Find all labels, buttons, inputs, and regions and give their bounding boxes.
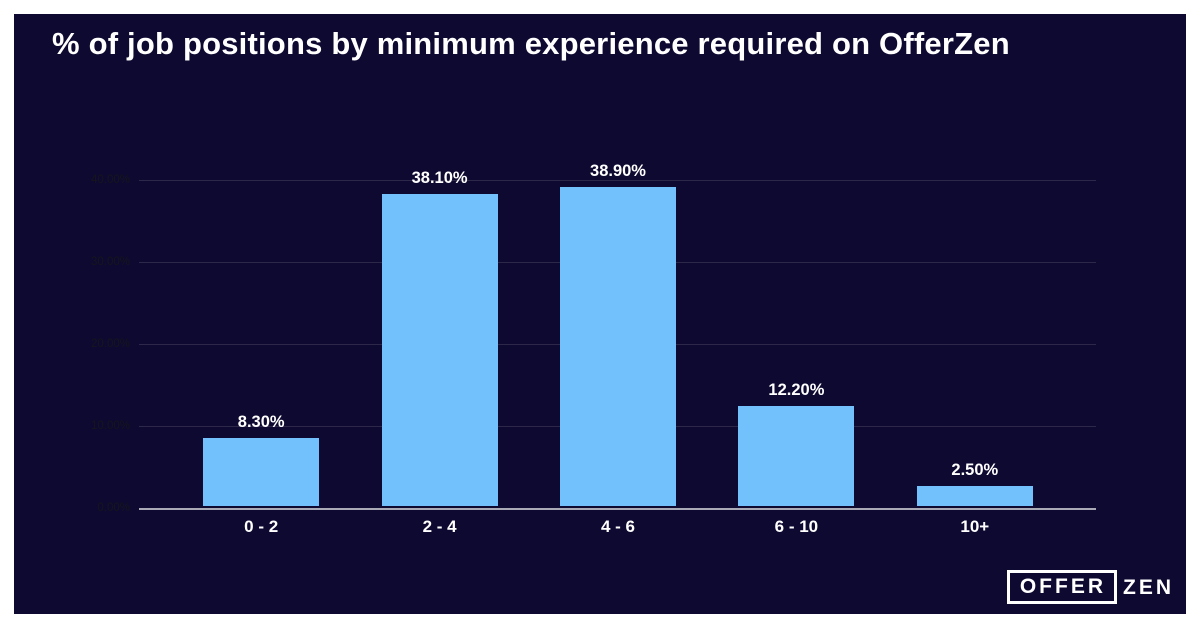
x-axis-category-label: 10+ (960, 517, 990, 536)
bar-value-label: 12.20% (768, 380, 825, 399)
x-axis-category-label: 4 - 6 (600, 517, 636, 536)
offerzen-logo: OFFER ZEN (1006, 570, 1174, 604)
chart-card: % of job positions by minimum experience… (14, 14, 1186, 614)
x-axis-category-label: 6 - 10 (774, 517, 819, 536)
x-axis-category-label: 2 - 4 (422, 517, 457, 536)
bar-value-label: 2.50% (951, 460, 999, 479)
offerzen-logo-plain-text: ZEN (1123, 575, 1174, 599)
bar-value-label: 38.90% (590, 162, 646, 181)
x-axis-baseline (139, 508, 1096, 510)
chart-title: % of job positions by minimum experience… (52, 26, 1010, 61)
bar-10+ (916, 485, 1033, 506)
y-axis-tick-label: 40.00% (90, 174, 130, 186)
y-axis-tick-label: 0.00% (97, 502, 130, 514)
bar-4-6 (560, 187, 676, 506)
x-axis-category-label: 0 - 2 (244, 517, 279, 536)
bar-6-10 (738, 405, 855, 506)
bar-chart-plot-area: 40.00% 30.00% 20.00% 10.00% 0.00% 8.30% 0 - 2 3… (91, 162, 1096, 536)
bar-2-4 (381, 193, 498, 506)
bar-0-2 (203, 437, 320, 506)
bar-value-label: 8.30% (237, 412, 285, 431)
gridline (139, 180, 1096, 181)
y-axis-tick-label: 10.00% (90, 420, 130, 432)
y-axis-tick-label: 30.00% (90, 256, 130, 268)
y-axis-tick-label: 20.00% (90, 338, 130, 350)
offerzen-logo-boxed-text: OFFER (1006, 570, 1117, 604)
bar-value-label: 38.10% (411, 168, 468, 187)
